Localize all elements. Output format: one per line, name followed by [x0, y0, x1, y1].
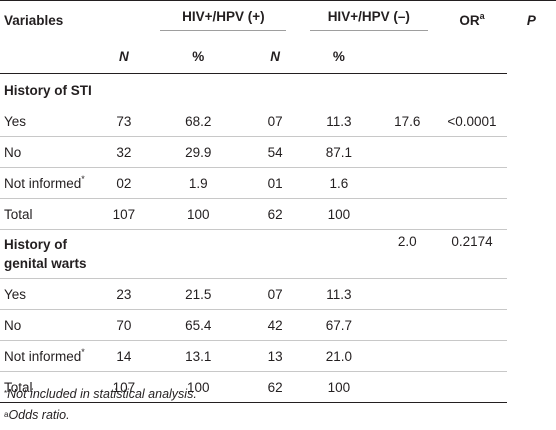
table-row: No 70 65.4 42 67.7 — [0, 309, 556, 341]
subheader-pct-pos: % — [146, 39, 251, 74]
table-row: No 32 29.9 54 87.1 — [0, 136, 556, 168]
table-row: Yes 73 68.2 07 11.3 17.6 <0.0001 — [0, 106, 556, 137]
or-value: 2.0 — [377, 229, 438, 279]
header-group-hpv-positive: HIV+/HPV (+) — [147, 1, 301, 40]
header-group-hpv-negative: HIV+/HPV (–) — [300, 1, 437, 40]
table-row: Not informed* 14 13.1 13 21.0 — [0, 340, 556, 372]
p-value: 0.2174 — [437, 229, 507, 279]
header-variables: Variables — [4, 12, 64, 28]
footnote-odds-ratio: aOdds ratio. — [4, 408, 70, 422]
subheader-n-pos: N — [101, 39, 147, 74]
data-table: Variables HIV+/HPV (+) HIV+/HPV (–) ORa … — [0, 0, 556, 403]
table-row: Total 107 100 62 100 — [0, 198, 556, 230]
table-row: Not informed* 02 1.9 01 1.6 — [0, 167, 556, 199]
table-footnotes: *Not included in statistical analysis. a… — [4, 384, 197, 426]
section-header-sti: History of STI — [4, 82, 92, 98]
header-p: P — [526, 12, 536, 28]
or-value: 17.6 — [377, 106, 438, 137]
subheader-n-neg: N — [250, 39, 301, 74]
table-row: Total 107 100 62 100 — [0, 371, 556, 403]
subheader-row: N % N % — [0, 39, 556, 74]
section-header-genital-warts: History of genital warts 2.0 0.2174 — [0, 229, 556, 279]
p-value: <0.0001 — [437, 106, 507, 137]
header-or: ORa — [459, 10, 485, 28]
table-row: Yes 23 21.5 07 11.3 — [0, 278, 556, 310]
footnote-not-included: *Not included in statistical analysis. — [4, 387, 197, 401]
header-row: Variables HIV+/HPV (+) HIV+/HPV (–) ORa … — [0, 0, 556, 40]
subheader-pct-neg: % — [300, 39, 378, 74]
